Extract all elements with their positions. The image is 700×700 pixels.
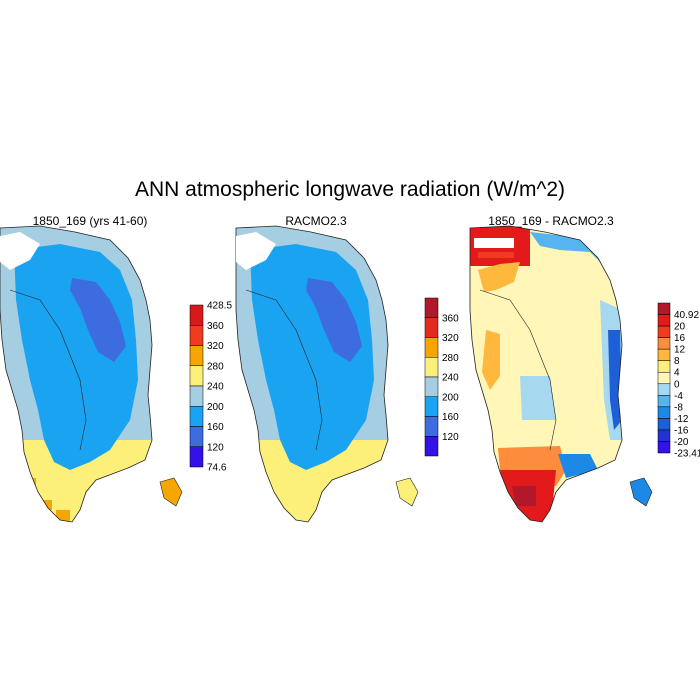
colorbar-label: -4 [674, 391, 683, 402]
colorbar-label: 40.92 [674, 310, 699, 321]
colorbar-cell [189, 446, 204, 468]
colorbar-cell [189, 406, 204, 427]
colorbar-label: 320 [207, 341, 224, 352]
colorbar-cell [657, 371, 671, 385]
colorbar-cell [424, 357, 439, 378]
colorbar-label: 428.5 [207, 301, 232, 312]
map-obs [235, 225, 419, 523]
colorbar-label: 120 [207, 442, 224, 453]
colorbar-label: 200 [207, 402, 224, 413]
colorbar-cell [657, 418, 671, 431]
colorbar-label: 320 [442, 333, 459, 344]
panel-title-diff: 1850_169 - RACMO2.3 [488, 214, 614, 228]
colorbar-cell [657, 395, 671, 408]
colorbar-label: -16 [674, 425, 689, 436]
colorbar-label: 200 [442, 392, 459, 403]
panel-title-obs: RACMO2.3 [285, 214, 347, 228]
colorbar-cell [657, 348, 671, 361]
colorbar-label: 8 [674, 356, 680, 367]
colorbar-cell [657, 429, 671, 442]
map-model [0, 225, 183, 523]
map-diff [469, 225, 653, 523]
colorbar-cell [189, 304, 204, 326]
colorbar-label: 120 [442, 432, 459, 443]
colorbar-label: 16 [674, 333, 686, 344]
colorbar-label: -8 [674, 402, 683, 413]
colorbar-label: -12 [674, 414, 689, 425]
colorbar-label: 0 [674, 379, 680, 390]
colorbar-label: 360 [207, 321, 224, 332]
colorbar-label: 280 [442, 353, 459, 364]
colorbar-label: 4 [674, 368, 680, 379]
colorbar-cell [657, 314, 671, 327]
colorbars: 428.536032028024020016012074.63603202802… [189, 297, 700, 474]
colorbar-cell [657, 302, 671, 315]
colorbar-label: 20 [674, 322, 686, 333]
colorbar-label: 160 [207, 422, 224, 433]
colorbar-cell [189, 325, 204, 346]
figure-title: ANN atmospheric longwave radiation (W/m^… [134, 178, 565, 201]
colorbar-cell [657, 406, 671, 419]
panel-title-model: 1850_169 (yrs 41-60) [32, 214, 148, 228]
colorbar-cell [189, 426, 204, 447]
colorbar-label: 280 [207, 361, 224, 372]
colorbar-cell [424, 416, 439, 437]
colorbar-cell [424, 317, 439, 338]
colorbar-cell [189, 385, 204, 407]
colorbar-label: -23.41 [674, 449, 700, 460]
colorbar-cell [657, 325, 671, 338]
colorbar-label: 240 [207, 382, 224, 393]
colorbar-label: 360 [442, 313, 459, 324]
colorbar-cell [189, 345, 204, 366]
colorbar-cell [424, 297, 439, 318]
colorbar-label: 240 [442, 373, 459, 384]
colorbar-label: 160 [442, 412, 459, 423]
colorbar-label: 74.6 [207, 463, 227, 474]
colorbar-cell [657, 360, 671, 373]
colorbar-cell [189, 365, 204, 387]
colorbar-cell [657, 441, 671, 454]
colorbar-cell [424, 436, 439, 457]
colorbar-cell [424, 396, 439, 417]
colorbar-cell [657, 383, 671, 396]
colorbar-cell [424, 337, 439, 358]
colorbar-cell [424, 376, 439, 397]
colorbar-label: -20 [674, 437, 689, 448]
colorbar-label: 12 [674, 345, 686, 356]
colorbar-cell [657, 337, 671, 350]
